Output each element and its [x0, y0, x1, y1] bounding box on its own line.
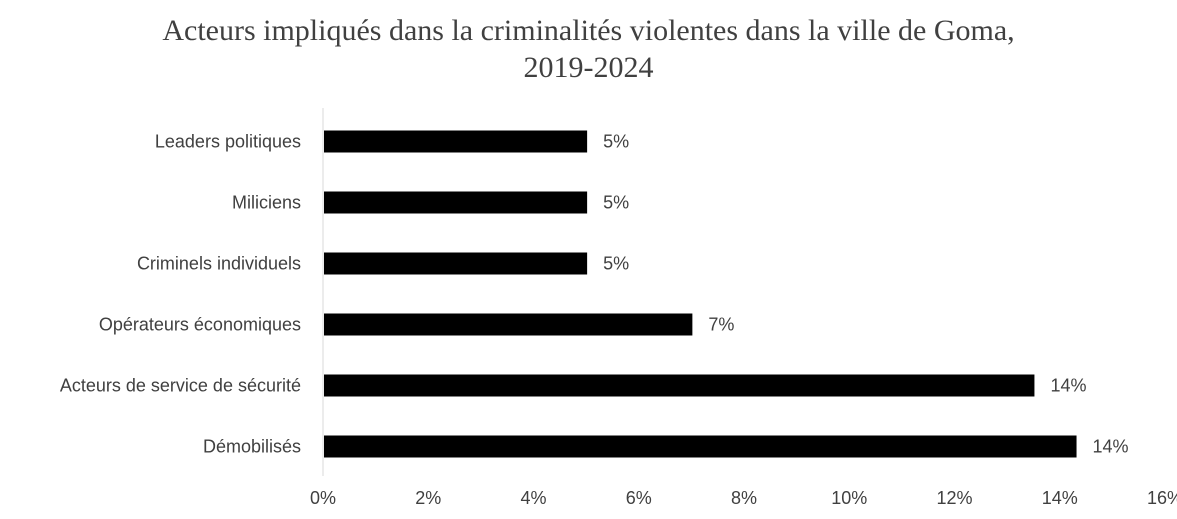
bar — [324, 313, 693, 336]
bar — [324, 130, 588, 153]
bar — [324, 435, 1077, 458]
chart-title: Acteurs impliqués dans la criminalités v… — [0, 12, 1177, 86]
x-tick-label: 2% — [415, 488, 441, 508]
x-tick-label: 10% — [831, 488, 867, 508]
x-tick-label: 12% — [936, 488, 972, 508]
category-label: Acteurs de service de sécurité — [60, 376, 301, 396]
data-label: 14% — [1093, 437, 1129, 457]
x-tick-label: 0% — [310, 488, 336, 508]
x-tick-label: 6% — [626, 488, 652, 508]
category-label: Criminels individuels — [137, 254, 301, 274]
x-tick-label: 4% — [520, 488, 546, 508]
x-tick-label: 14% — [1042, 488, 1078, 508]
chart-title-line-1: Acteurs impliqués dans la criminalités v… — [162, 14, 1015, 47]
bar — [324, 374, 1035, 397]
x-tick-label: 8% — [731, 488, 757, 508]
data-label: 5% — [603, 254, 629, 274]
data-label: 5% — [603, 193, 629, 213]
data-label: 7% — [708, 315, 734, 335]
data-label: 14% — [1050, 376, 1086, 396]
category-label: Leaders politiques — [155, 132, 301, 152]
category-label: Miliciens — [232, 193, 301, 213]
category-label: Démobilisés — [203, 437, 301, 457]
chart-title-line-2: 2019-2024 — [523, 51, 654, 84]
bar — [324, 191, 588, 214]
bar — [324, 252, 588, 275]
x-tick-label: 16% — [1147, 488, 1177, 508]
category-label: Opérateurs économiques — [99, 315, 301, 335]
data-label: 5% — [603, 132, 629, 152]
